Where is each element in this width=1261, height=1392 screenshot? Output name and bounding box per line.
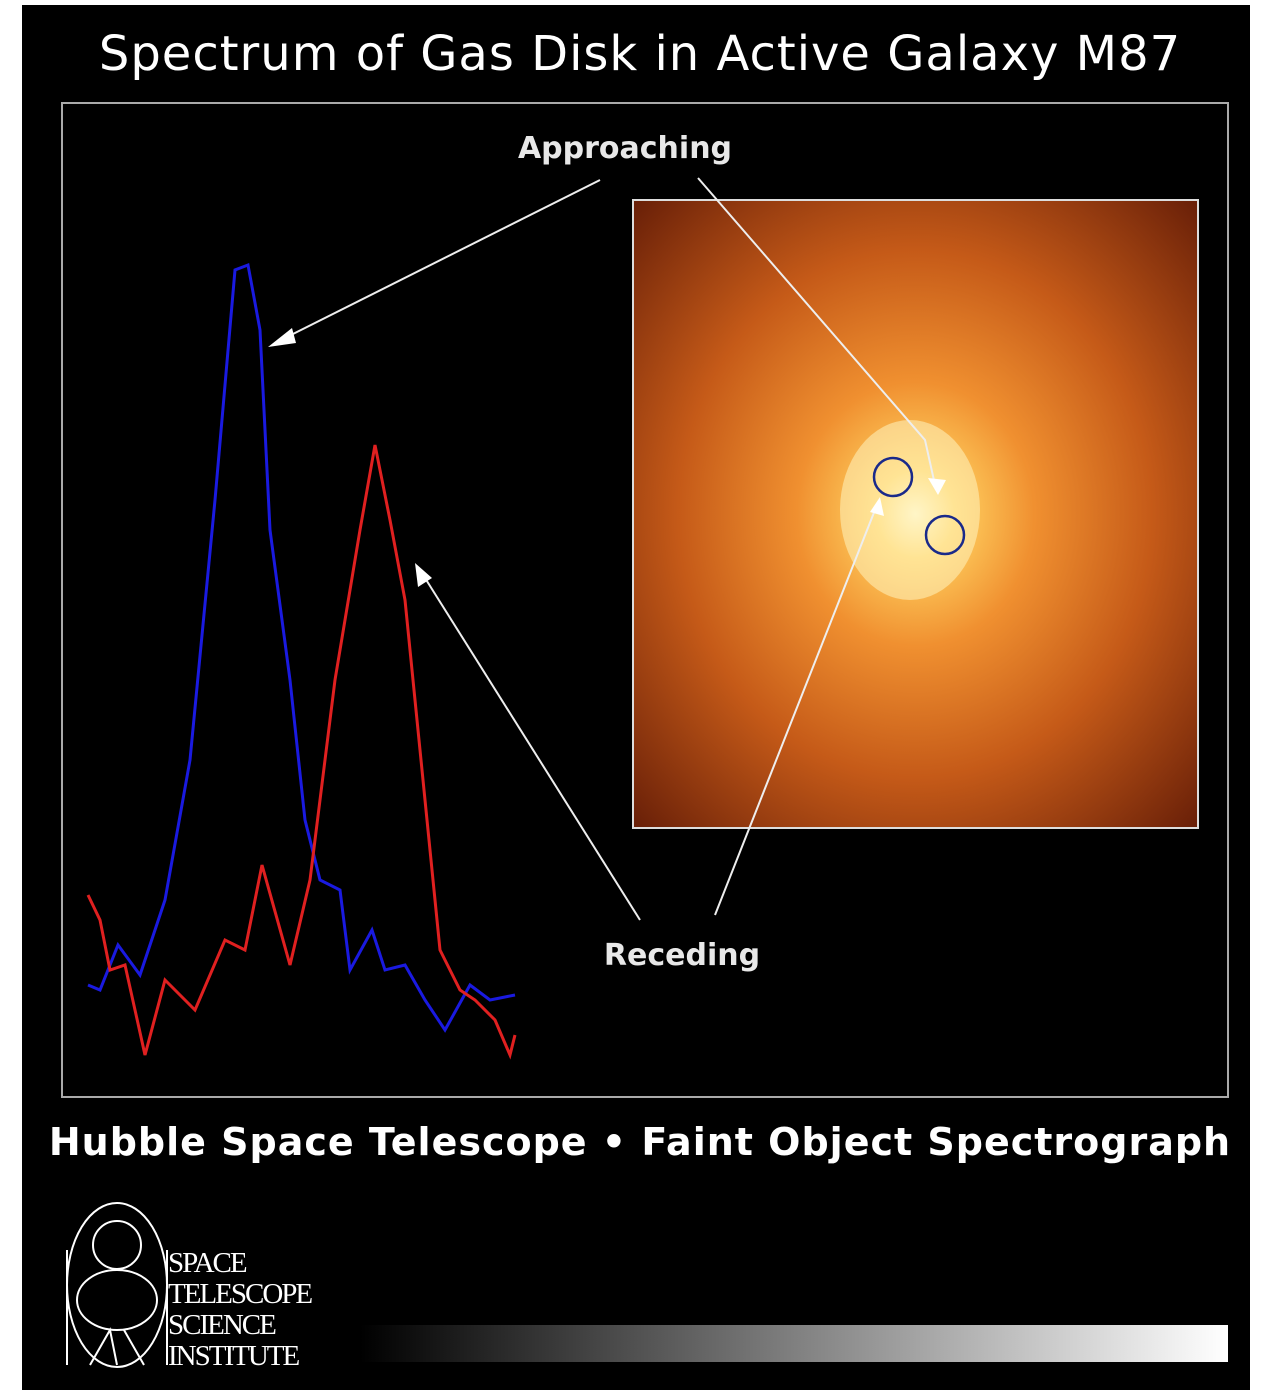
approaching-spectrum	[87, 262, 516, 1033]
logo-line: INSTITUTE	[168, 1340, 299, 1372]
frame	[61, 102, 1229, 1098]
title: Spectrum of Gas Disk in Active Galaxy M8…	[99, 26, 1181, 82]
aperture	[872, 456, 914, 498]
logo-emblem	[66, 1202, 168, 1368]
receding-label: Receding	[604, 938, 760, 973]
logo-line: SPACE	[168, 1247, 247, 1279]
arrowheads	[268, 328, 946, 587]
galaxy-core	[840, 420, 980, 600]
pointer-lines	[284, 177, 936, 921]
logo-line: SCIENCE	[168, 1309, 276, 1341]
logo-text: SPACE TELESCOPE SCIENCE INSTITUTE	[168, 1247, 314, 1372]
logo-line: TELESCOPE	[168, 1278, 312, 1310]
gradient-bar	[360, 1325, 1228, 1362]
approaching-label: Approaching	[518, 131, 732, 166]
aperture	[924, 514, 966, 556]
receding-spectrum	[86, 444, 517, 1060]
footer: Hubble Space Telescope • Faint Object Sp…	[49, 1120, 1231, 1164]
